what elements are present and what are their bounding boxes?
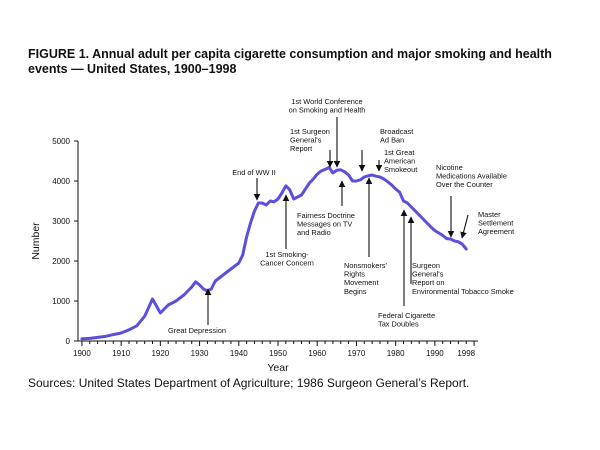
x-tick-label: 1940 <box>230 349 248 358</box>
y-axis-title: Number <box>30 222 42 260</box>
annotation-label: Cancer Concern <box>260 259 314 268</box>
annotation-label: Begins <box>344 287 367 296</box>
annotation-label: General's <box>290 136 322 145</box>
annotation-label: American <box>384 157 415 166</box>
x-tick-label: 1990 <box>426 349 444 358</box>
x-tick-label: 1998 <box>457 349 475 358</box>
y-tick-label: 3000 <box>52 217 70 226</box>
annotation-label: Messages on TV <box>297 220 352 229</box>
annotation-label: Report <box>290 144 312 153</box>
x-tick-label: 1920 <box>151 349 169 358</box>
consumption-line <box>80 165 468 341</box>
x-tick-label: 1900 <box>73 349 91 358</box>
annotation-label: Ad Ban <box>380 136 404 145</box>
figure-source: Sources: United States Department of Agr… <box>28 376 470 390</box>
annotation-label: Tax Doubles <box>378 320 419 329</box>
annotation-label: 1st World Conference <box>291 97 362 106</box>
annotation-label: Over the Counter <box>436 180 493 189</box>
x-tick-label: 1930 <box>191 349 209 358</box>
y-tick-label: 4000 <box>52 177 70 186</box>
x-tick-label: 1910 <box>112 349 130 358</box>
annotation-label: on Smoking and Health <box>289 106 366 115</box>
annotation-label: Master <box>478 210 501 219</box>
annotation-label: Rights <box>344 270 365 279</box>
annotation-label: Nonsmokers' <box>344 261 387 270</box>
annotation-label: Medications Available <box>436 172 507 181</box>
annotation-label: Settlement <box>478 219 513 228</box>
annotation-label: Nicotine <box>436 163 463 172</box>
annotation-label: Great Depression <box>168 326 226 335</box>
x-tick-label: 1980 <box>387 349 405 358</box>
annotation-label: 1st Surgeon <box>290 127 330 136</box>
annotation-label: Broadcast <box>380 127 413 136</box>
annotation-label: Federal Cigarette <box>378 311 435 320</box>
annotation-label: Report on <box>412 278 444 287</box>
y-tick-label: 1000 <box>52 297 70 306</box>
annotation-label: Fairness Doctrine <box>297 211 355 220</box>
annotation-arrow <box>460 214 469 239</box>
annotation-label: Agreement <box>478 227 514 236</box>
y-tick-label: 2000 <box>52 257 70 266</box>
annotation-label: Movement <box>344 278 379 287</box>
annotation-label: Smokeout <box>384 165 417 174</box>
annotation-label: and Radio <box>297 228 331 237</box>
x-tick-label: 1970 <box>348 349 366 358</box>
y-tick-label: 0 <box>66 337 71 346</box>
annotation-label: Environmental Tobacco Smoke <box>412 287 514 296</box>
x-tick-label: 1950 <box>269 349 287 358</box>
figure-title: FIGURE 1. Annual adult per capita cigare… <box>28 47 552 76</box>
x-axis-title: Year <box>267 362 289 374</box>
annotation-label: Surgeon <box>412 261 440 270</box>
y-tick-label: 5000 <box>52 137 70 146</box>
annotation-label: 1st Great <box>384 148 414 157</box>
annotation-label: End of WW II <box>232 168 276 177</box>
annotation-label: 1st Smoking- <box>265 250 309 259</box>
x-tick-label: 1960 <box>308 349 326 358</box>
annotation-label: General's <box>412 270 444 279</box>
